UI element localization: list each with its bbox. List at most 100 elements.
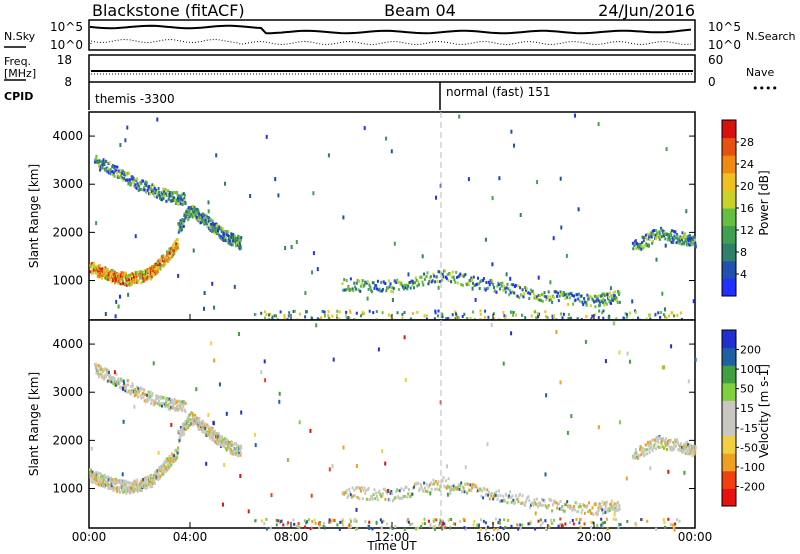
power-ground-mark	[536, 312, 539, 315]
vel-mark	[94, 477, 96, 481]
power-colorbar-tick-label: 12	[740, 224, 754, 237]
velocity-colorbar-tick-label: 100	[740, 363, 761, 376]
power-noise-mark	[213, 305, 215, 310]
vel-mark	[177, 448, 180, 452]
power-ground-mark	[304, 315, 307, 319]
power-noise-mark	[655, 257, 658, 262]
power-mark	[152, 192, 155, 195]
vel-mark	[144, 480, 147, 484]
power-mark	[206, 225, 209, 229]
vel-mark	[97, 475, 100, 479]
vel-noise-mark	[534, 511, 537, 516]
power-mark	[499, 282, 502, 285]
noise-right-tick-0: 10^5	[708, 20, 741, 34]
power-mark	[520, 293, 523, 297]
vel-ground-mark	[463, 526, 466, 530]
power-ground-mark	[466, 317, 469, 321]
vel-noise-mark	[342, 445, 345, 450]
vel-ground-mark	[450, 518, 453, 521]
power-mark	[687, 235, 690, 238]
power-mark	[409, 286, 412, 290]
power-mark	[681, 231, 684, 235]
vel-ground-mark	[442, 526, 445, 530]
vel-ytick-label-2: 3000	[52, 385, 83, 399]
vel-mark	[107, 369, 110, 373]
power-mark	[469, 279, 472, 283]
vel-mark	[208, 427, 211, 431]
vel-noise-mark	[332, 357, 335, 362]
power-ground-mark	[602, 309, 605, 313]
power-mark	[127, 181, 130, 185]
vel-mark	[203, 424, 206, 428]
vel-mark	[390, 490, 393, 493]
vel-mark	[218, 437, 221, 441]
velocity-colorbar-swatch	[722, 347, 736, 366]
power-ground-mark	[336, 309, 339, 313]
power-mark	[198, 214, 200, 218]
xtick-label-0: 00:00	[72, 530, 107, 544]
power-colorbar-tick-label: 28	[740, 136, 754, 149]
power-mark	[220, 230, 223, 234]
power-ground-mark	[668, 314, 670, 318]
power-mark	[392, 286, 395, 290]
power-ground-mark	[279, 310, 282, 314]
power-mark	[93, 263, 96, 267]
vel-noise-mark	[545, 393, 548, 398]
vel-mark	[660, 441, 663, 445]
power-mark	[411, 283, 414, 287]
vel-mark	[139, 485, 142, 489]
power-mark	[610, 294, 613, 298]
vel-mark	[495, 490, 498, 494]
vel-mark	[139, 394, 142, 398]
vel-noise-mark	[404, 377, 407, 382]
power-mark	[127, 273, 130, 277]
power-ground-mark	[434, 311, 437, 315]
vel-mark	[153, 475, 156, 479]
power-noise-mark	[648, 243, 650, 248]
vel-ground-mark	[448, 518, 451, 522]
vel-mark	[555, 501, 558, 505]
power-mark	[555, 290, 558, 294]
vel-mark	[210, 428, 213, 432]
vel-noise-mark	[278, 391, 281, 396]
power-mark	[639, 246, 642, 249]
power-mark	[655, 237, 657, 241]
power-mark	[196, 216, 199, 220]
power-noise-mark	[127, 292, 130, 297]
power-mark	[422, 283, 425, 287]
power-ytick-label-2: 3000	[52, 177, 83, 191]
vel-mark	[644, 443, 647, 447]
power-mark	[104, 266, 107, 270]
power-mark	[450, 275, 453, 279]
vel-ground-mark	[304, 525, 307, 529]
power-mark	[140, 281, 143, 285]
power-ground-mark	[670, 311, 673, 315]
vel-mark	[94, 476, 97, 480]
vel-mark	[429, 483, 431, 487]
power-mark	[509, 291, 512, 295]
power-ground-mark	[502, 310, 505, 314]
vel-ground-mark	[423, 522, 426, 526]
vel-mark	[353, 488, 356, 492]
power-mark	[573, 294, 575, 298]
vel-noise-mark	[381, 449, 384, 454]
vel-mark	[501, 499, 504, 503]
vel-noise-mark	[223, 463, 226, 467]
vel-ground-mark	[420, 525, 423, 529]
power-ground-mark	[461, 315, 464, 318]
power-mark	[456, 281, 459, 285]
power-mark	[234, 239, 236, 243]
power-mark	[111, 275, 114, 279]
power-mark	[464, 273, 467, 277]
power-mark	[156, 267, 159, 271]
power-mark	[236, 243, 239, 247]
noise-left-tick-1: 10^0	[50, 38, 83, 52]
vel-mark	[152, 481, 155, 485]
vel-mark	[194, 416, 197, 419]
power-mark	[389, 282, 392, 286]
power-mark	[602, 301, 604, 305]
vel-mark	[150, 476, 152, 480]
vel-ground-mark	[350, 520, 352, 524]
vel-mark	[90, 480, 93, 484]
nave-tick-60: 60	[708, 53, 723, 67]
